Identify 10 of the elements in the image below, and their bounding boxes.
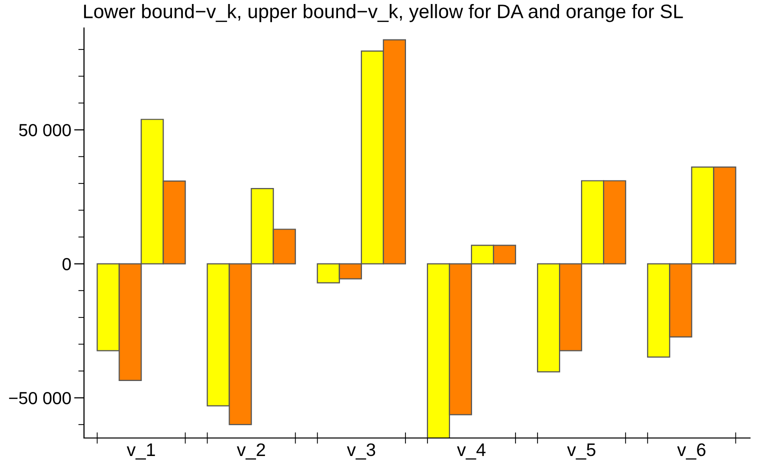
x-tick-label: v_6	[677, 443, 706, 460]
x-tick-label: v_1	[126, 444, 155, 460]
x-tick-label: v_5	[567, 444, 596, 460]
x-tick-label: v_2	[236, 443, 265, 460]
x-tick-label: v_4	[457, 444, 486, 460]
x-tick-label: v_3	[346, 443, 376, 460]
y-tick-label: −50 000	[9, 392, 71, 404]
y-tick-label: 50 000	[19, 124, 71, 136]
y-tick-label: 0	[62, 258, 71, 270]
chart-title: Lower bound−v_k, upper bound−v_k, yellow for DA and orange for SL	[84, 4, 683, 22]
